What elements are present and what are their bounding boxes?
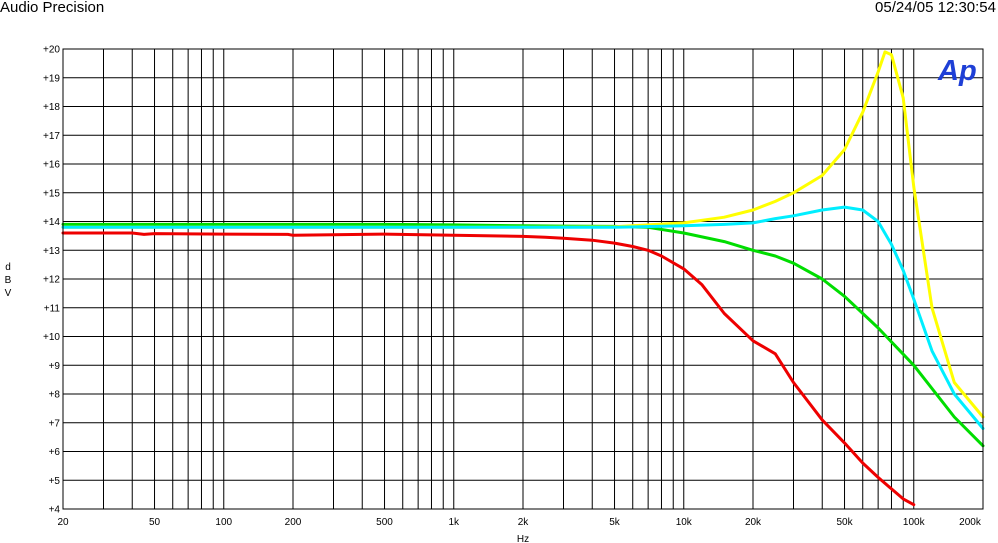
y-tick-labels: +4 +5 +6 +7 +8 +9 +10 +11 +12 +13 +14 +15 +16 +17 +18 +… (43, 45, 60, 516)
y-tick-label: +6 (49, 447, 61, 458)
x-tick-label: 100k (903, 517, 926, 528)
brand-title: Audio Precision (0, 0, 105, 16)
y-tick-label: +19 (43, 73, 60, 84)
y-tick-label: +14 (43, 217, 60, 228)
x-tick-label: 5k (609, 517, 621, 528)
x-tick-label: 200 (285, 517, 302, 528)
series-line-4 (61, 231, 916, 507)
series-group (61, 50, 985, 507)
x-tick-label: 1k (448, 517, 460, 528)
y-tick-label: +5 (49, 476, 61, 487)
y-tick-label: +12 (43, 275, 60, 286)
series-line-3 (61, 205, 985, 430)
x-tick-label: 200k (959, 517, 982, 528)
y-tick-label: +18 (43, 102, 60, 113)
y-tick-label: +11 (44, 303, 61, 314)
timestamp: 05/24/05 12:30:54 (875, 0, 996, 16)
y-tick-label: +16 (43, 160, 60, 171)
x-tick-label: 50k (836, 517, 853, 528)
y-tick-label: +8 (49, 390, 61, 401)
y-tick-label: +9 (49, 361, 61, 372)
y-tick-label: +15 (43, 188, 60, 199)
y-tick-label: +7 (49, 418, 61, 429)
series-line-1 (61, 222, 985, 448)
x-tick-labels: 20 50 100 200 500 1k 2k 5k 10k 20k 50k 100k 200k (57, 517, 981, 528)
grid (63, 48, 983, 510)
x-tick-label: 20 (57, 517, 69, 528)
x-tick-label: 10k (676, 517, 693, 528)
x-tick-label: 100 (215, 517, 232, 528)
x-tick-label: 2k (518, 517, 530, 528)
y-tick-label: +17 (43, 131, 60, 142)
x-tick-label: 50 (149, 517, 161, 528)
x-tick-label: 20k (745, 517, 762, 528)
y-tick-label: +20 (43, 45, 60, 56)
plot-frame (62, 48, 984, 510)
y-tick-label: +13 (43, 246, 60, 257)
y-tick-label: +10 (43, 332, 60, 343)
ap-logo: Ap (937, 55, 977, 87)
x-tick-label: 500 (376, 517, 393, 528)
y-tick-label: +4 (49, 505, 61, 516)
x-axis-label: Hz (517, 534, 529, 543)
